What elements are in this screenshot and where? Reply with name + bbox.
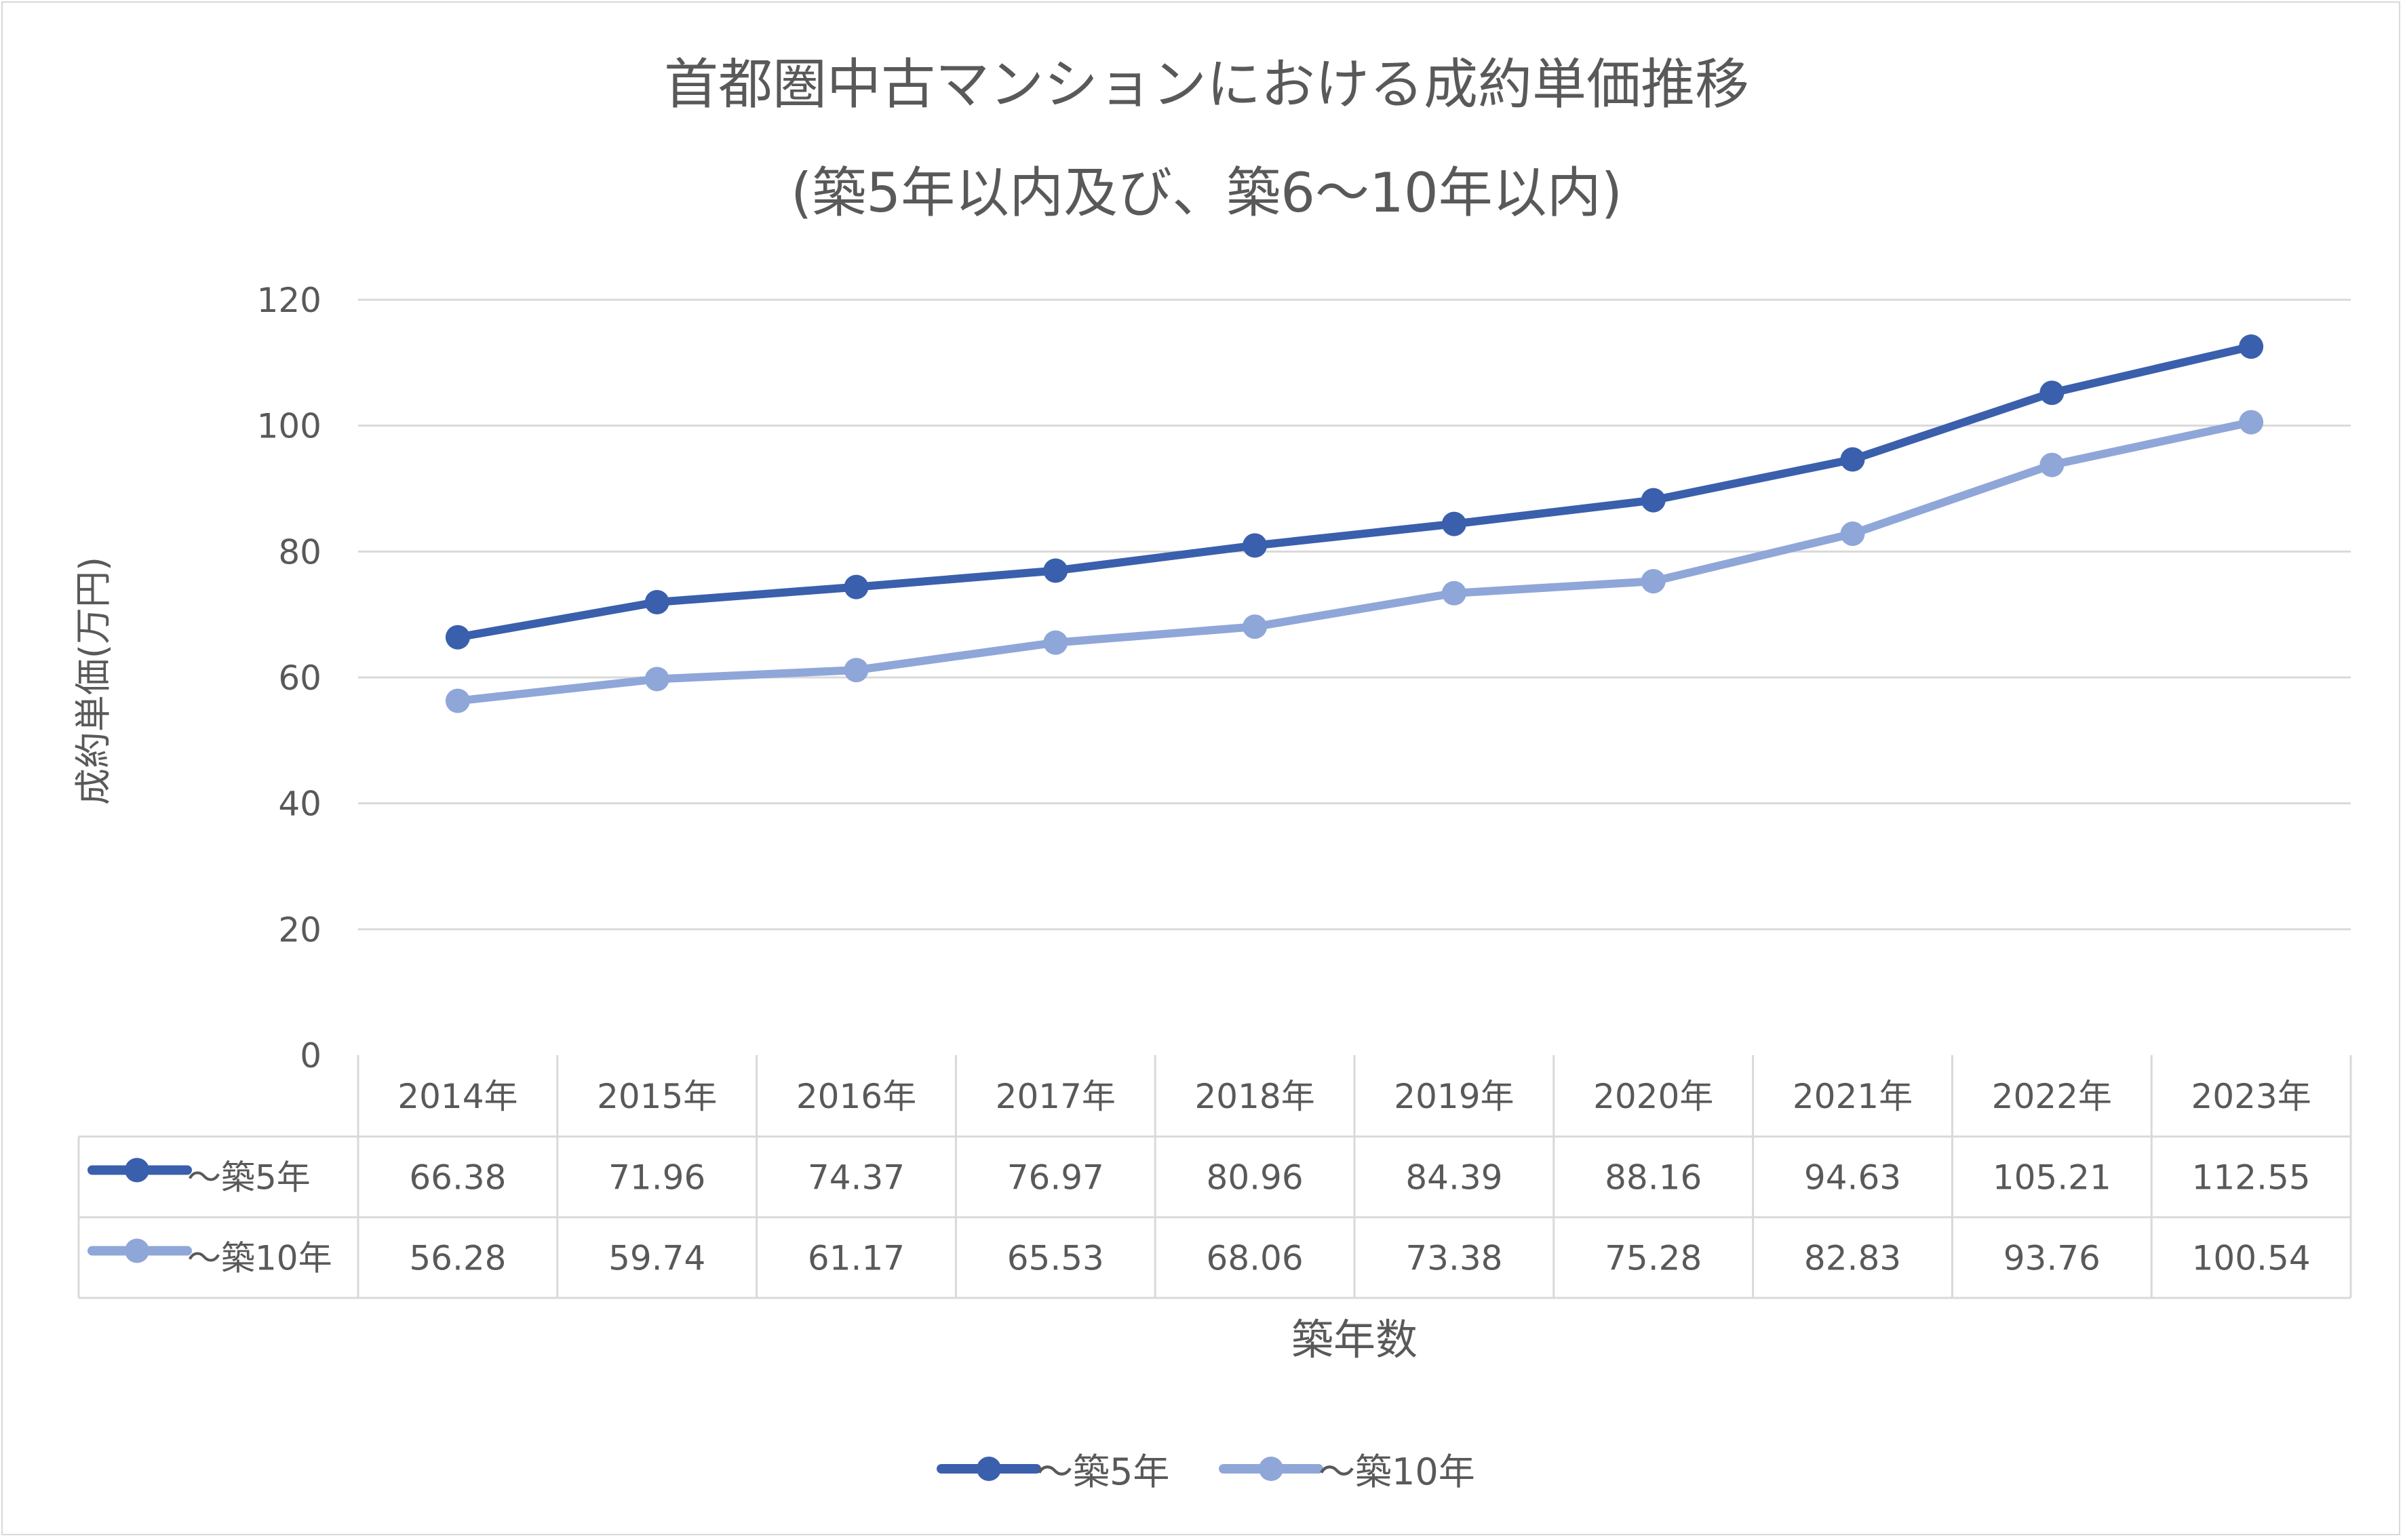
y-tick-label: 80 [278, 532, 321, 572]
x-tick-label: 2023年 [2191, 1077, 2311, 1116]
legend: ～築5年 ～築10年 [937, 1450, 1475, 1493]
table-legend-marker [125, 1238, 149, 1263]
data-point [1840, 447, 1865, 472]
data-point [1641, 569, 1666, 594]
data-label: 73.38 [1405, 1239, 1502, 1278]
data-point [1641, 488, 1666, 513]
data-label: 82.83 [1804, 1239, 1901, 1278]
plot-series [445, 334, 2264, 713]
legend-label: ～築5年 [1036, 1450, 1169, 1493]
data-table: 2014年 2015年 2016年 2017年 2018年 2019年 2020年 2021年… [77, 1055, 2352, 1299]
data-point [1243, 614, 1268, 639]
y-tick-label: 0 [300, 1036, 321, 1075]
data-label: 75.28 [1605, 1239, 1702, 1278]
y-axis-label: 成約単価(万円) [72, 557, 115, 805]
x-tick-label: 2022年 [1992, 1077, 2112, 1116]
data-point [2239, 410, 2264, 435]
data-label: 105.21 [1993, 1158, 2111, 1198]
data-point [1043, 558, 1068, 583]
x-axis-label: 築年数 [1291, 1315, 1418, 1364]
data-label: 65.53 [1007, 1239, 1104, 1278]
data-label: 112.55 [2192, 1158, 2311, 1198]
data-label: 76.97 [1007, 1158, 1104, 1198]
y-tick-label: 100 [257, 407, 321, 446]
y-tick-label: 40 [278, 785, 321, 824]
x-tick-label: 2018年 [1194, 1077, 1314, 1116]
data-point [844, 574, 869, 599]
x-tick-label: 2015年 [597, 1077, 717, 1116]
data-point [1243, 533, 1268, 558]
data-point [844, 658, 869, 683]
data-point [1840, 521, 1865, 547]
x-tick-label: 2019年 [1394, 1077, 1514, 1116]
data-label: 88.16 [1605, 1158, 1702, 1198]
chart-title: 首都圏中古マンションにおける成約単価推移 [664, 53, 1749, 116]
data-label: 100.54 [2192, 1239, 2311, 1278]
data-label: 84.39 [1405, 1158, 1502, 1198]
data-label: 80.96 [1207, 1158, 1304, 1198]
data-point [644, 589, 669, 614]
data-label: 59.74 [608, 1239, 705, 1278]
legend-marker [1259, 1457, 1283, 1481]
data-label: 61.17 [808, 1239, 905, 1278]
table-legend-marker [125, 1158, 149, 1183]
x-tick-label: 2021年 [1793, 1077, 1913, 1116]
y-tick-label: 120 [257, 281, 321, 320]
data-label: 74.37 [808, 1158, 905, 1198]
legend-marker [977, 1457, 1001, 1481]
data-label: 66.38 [409, 1158, 506, 1198]
legend-label: ～築10年 [1318, 1450, 1475, 1493]
y-tick-label: 20 [278, 910, 321, 949]
y-axis-ticks: 0 20 40 60 80 100 120 [257, 281, 321, 1075]
table-series-name: ～築10年 [187, 1239, 332, 1278]
x-tick-label: 2017年 [996, 1077, 1116, 1116]
data-point [1043, 630, 1068, 655]
chart-subtitle: (築5年以内及び、築6～10年以内) [791, 161, 1622, 224]
data-point [2039, 452, 2065, 477]
data-label: 94.63 [1804, 1158, 1901, 1198]
series-line [453, 342, 2256, 641]
x-tick-label: 2014年 [397, 1077, 517, 1116]
table-series-name: ～築5年 [187, 1158, 311, 1198]
data-point [1441, 580, 1466, 606]
data-point [445, 625, 470, 650]
data-label: 68.06 [1207, 1239, 1304, 1278]
data-label: 56.28 [409, 1239, 506, 1278]
x-tick-label: 2016年 [796, 1077, 916, 1116]
data-label: 93.76 [2004, 1239, 2101, 1278]
x-tick-label: 2020年 [1593, 1077, 1713, 1116]
data-point [644, 667, 669, 692]
data-point [2039, 380, 2065, 406]
data-point [445, 688, 470, 713]
data-point [1441, 511, 1466, 536]
data-point [2239, 334, 2264, 359]
series-line [453, 418, 2256, 705]
data-label: 71.96 [608, 1158, 705, 1198]
y-tick-label: 60 [278, 658, 321, 698]
line-chart: 首都圏中古マンションにおける成約単価推移 (築5年以内及び、築6～10年以内) … [72, 53, 2352, 1493]
